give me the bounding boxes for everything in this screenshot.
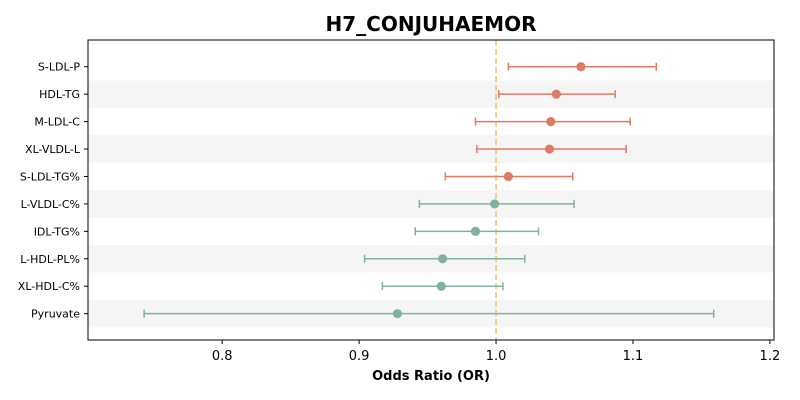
y-tick-label: IDL-TG% <box>34 225 80 238</box>
y-tick-label: M-LDL-C <box>34 116 80 129</box>
y-tick-label: L-VLDL-C% <box>21 198 80 211</box>
y-tick-labels: S-LDL-P HDL-TG M-LDL-C XL-VLDL-L S-LDL-TG% L-… <box>18 61 88 321</box>
row-band <box>88 80 774 108</box>
y-tick-label: XL-VLDL-L <box>25 143 81 156</box>
x-tick-label: 1.1 <box>623 349 644 364</box>
or-point <box>503 171 513 182</box>
x-axis-label: Odds Ratio (OR) <box>372 369 490 384</box>
y-tick-label: S-LDL-P <box>38 61 80 74</box>
or-point <box>470 226 481 236</box>
y-tick-label: HDL-TG <box>39 88 80 101</box>
chart-title: H7_CONJUHAEMOR <box>326 12 537 36</box>
x-tick-label: 1.2 <box>760 349 781 364</box>
row-band <box>88 135 774 163</box>
or-point <box>392 309 403 319</box>
or-point <box>546 117 556 127</box>
or-point <box>544 144 555 154</box>
series-group <box>143 62 715 319</box>
x-tick-label: 1.0 <box>486 349 507 364</box>
or-point <box>551 89 561 99</box>
or-point <box>436 281 446 291</box>
plot-frame <box>87 39 775 341</box>
or-point <box>438 254 448 264</box>
x-axis: 0.8 0.9 1.0 1.1 1.2 <box>212 340 780 364</box>
or-point <box>576 62 586 72</box>
x-tick-label: 0.9 <box>349 349 370 364</box>
x-tick-label: 0.8 <box>212 349 233 364</box>
y-tick-label: S-LDL-TG% <box>20 170 80 183</box>
y-tick-label: L-HDL-PL% <box>20 253 80 266</box>
or-point <box>490 199 500 209</box>
y-tick-label: Pyruvate <box>31 308 80 321</box>
y-tick-label: XL-HDL-C% <box>18 280 80 293</box>
